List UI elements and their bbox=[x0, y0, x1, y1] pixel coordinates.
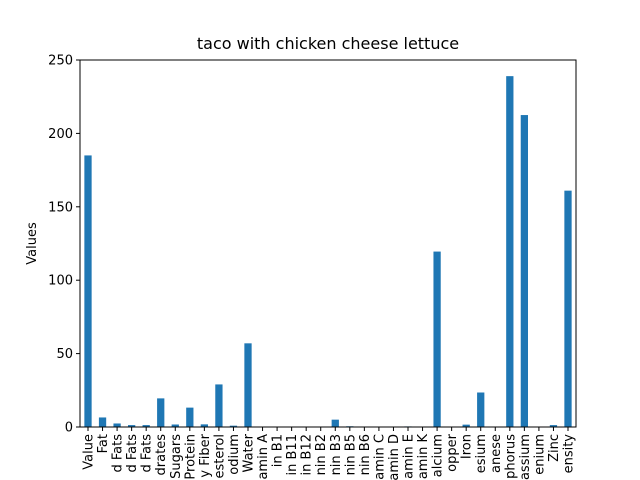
x-tick-label: amin A bbox=[256, 434, 271, 480]
bar bbox=[564, 190, 572, 427]
bar bbox=[506, 76, 514, 427]
bar bbox=[142, 425, 150, 427]
y-axis-ticks: 0 50 100 150 200 250 bbox=[48, 54, 80, 436]
bar bbox=[549, 425, 558, 427]
x-tick-label: amin D bbox=[387, 434, 402, 480]
bar bbox=[186, 407, 194, 427]
x-tick-label: Zinc bbox=[547, 434, 562, 462]
x-tick-label: Water bbox=[242, 433, 257, 472]
bar bbox=[477, 392, 485, 427]
x-tick-label: phorus bbox=[503, 434, 518, 479]
bars-group bbox=[84, 76, 572, 428]
bar bbox=[244, 343, 252, 427]
bar bbox=[171, 424, 179, 427]
bar bbox=[331, 419, 339, 427]
x-tick-label: in B1 bbox=[271, 434, 286, 467]
x-tick-label: nin B6 bbox=[358, 434, 373, 475]
y-tick-label: 200 bbox=[48, 127, 73, 142]
x-tick-label: esium bbox=[474, 434, 489, 473]
x-tick-label: Sugars bbox=[169, 434, 184, 479]
x-tick-label: amin K bbox=[416, 434, 431, 480]
bar bbox=[433, 251, 441, 427]
plot-frame bbox=[79, 59, 577, 428]
x-tick-label: in B11 bbox=[285, 434, 300, 475]
bar bbox=[215, 384, 223, 427]
x-tick-label: amin E bbox=[402, 434, 417, 479]
bar bbox=[113, 423, 121, 427]
x-tick-label: anese bbox=[489, 434, 504, 473]
x-tick-label: Iron bbox=[460, 434, 475, 459]
x-tick-label: esterol bbox=[212, 434, 227, 479]
x-tick-label: opper bbox=[445, 433, 460, 471]
y-tick-label: 50 bbox=[56, 347, 73, 362]
x-tick-label: ensity bbox=[562, 434, 577, 474]
x-tick-label: in B12 bbox=[300, 434, 315, 475]
bar bbox=[520, 115, 528, 428]
x-axis-ticks: Value Fat d Fats d Fats d Fats drates Sugars Pr… bbox=[82, 427, 577, 480]
bar bbox=[462, 424, 470, 427]
x-tick-label: Fat bbox=[96, 434, 111, 453]
x-tick-label: d Fats bbox=[125, 434, 140, 473]
x-tick-label: nin B2 bbox=[314, 434, 329, 475]
x-tick-label: drates bbox=[154, 434, 169, 476]
x-tick-label: y Fiber bbox=[198, 433, 213, 477]
x-tick-label: odium bbox=[227, 434, 242, 475]
x-tick-label: d Fats bbox=[111, 434, 126, 473]
bar bbox=[128, 425, 136, 427]
y-tick-label: 0 bbox=[65, 421, 73, 436]
y-tick-label: 250 bbox=[48, 54, 73, 69]
x-tick-label: nin B5 bbox=[343, 434, 358, 475]
x-tick-label: Protein bbox=[183, 434, 198, 480]
bar bbox=[84, 155, 92, 428]
bar bbox=[229, 425, 238, 427]
x-tick-label: assium bbox=[518, 434, 533, 480]
x-tick-label: Value bbox=[82, 434, 97, 470]
x-tick-label: enium bbox=[532, 434, 547, 475]
y-tick-label: 150 bbox=[48, 200, 73, 215]
x-tick-label: amin C bbox=[372, 434, 387, 480]
y-tick-label: 100 bbox=[48, 274, 73, 289]
bar bbox=[157, 398, 165, 427]
bar bbox=[98, 417, 107, 427]
x-tick-label: d Fats bbox=[140, 434, 155, 473]
x-tick-label: nin B3 bbox=[329, 434, 344, 475]
x-tick-label: alcium bbox=[431, 434, 446, 477]
chart-title: taco with chicken cheese lettuce bbox=[197, 34, 459, 53]
bar bbox=[200, 424, 208, 427]
y-axis-label: Values bbox=[25, 222, 40, 265]
